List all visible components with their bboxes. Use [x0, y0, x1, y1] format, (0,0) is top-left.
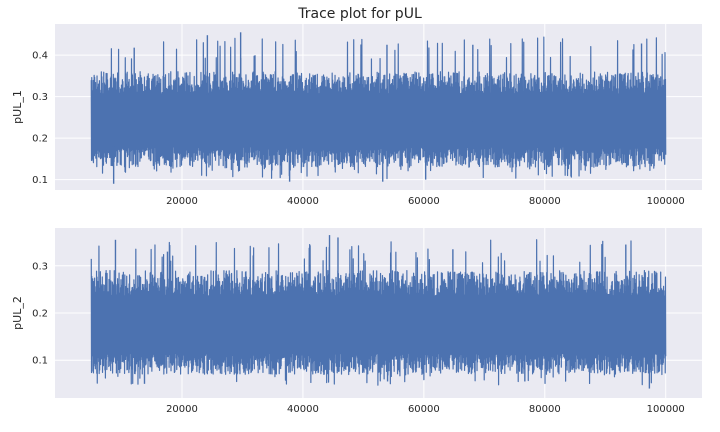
y-tick-label: 0.3 [32, 92, 48, 103]
x-tick-label: 40000 [287, 404, 319, 415]
trace-core-band [91, 94, 666, 147]
y-axis-label: pUL_1 [11, 90, 24, 124]
y-tick-label: 0.2 [32, 134, 48, 145]
y-tick-label: 0.4 [32, 51, 48, 62]
trace-core-band [91, 296, 666, 354]
y-tick-label: 0.1 [32, 356, 48, 367]
y-tick-label: 0.1 [32, 175, 48, 186]
x-tick-label: 60000 [408, 404, 440, 415]
y-tick-label: 0.3 [32, 261, 48, 272]
panel-pul-2: 20000 40000 60000 80000 100000 0.1 0.2 0.3 pUL_2 [11, 228, 702, 415]
x-tick-label: 80000 [529, 196, 561, 207]
x-tick-label: 100000 [647, 404, 685, 415]
panel-pul-1: 20000 40000 60000 80000 100000 0.1 0.2 0.3 0.4 pU… [11, 24, 702, 207]
x-tick-label: 80000 [529, 404, 561, 415]
x-tick-label: 60000 [408, 196, 440, 207]
y-axis-label: pUL_2 [11, 296, 24, 330]
x-tick-label: 40000 [287, 196, 319, 207]
x-tick-label: 20000 [166, 404, 198, 415]
x-tick-label: 20000 [166, 196, 198, 207]
x-tick-label: 100000 [647, 196, 685, 207]
y-tick-label: 0.2 [32, 309, 48, 320]
figure-title: Trace plot for pUL [297, 6, 422, 22]
